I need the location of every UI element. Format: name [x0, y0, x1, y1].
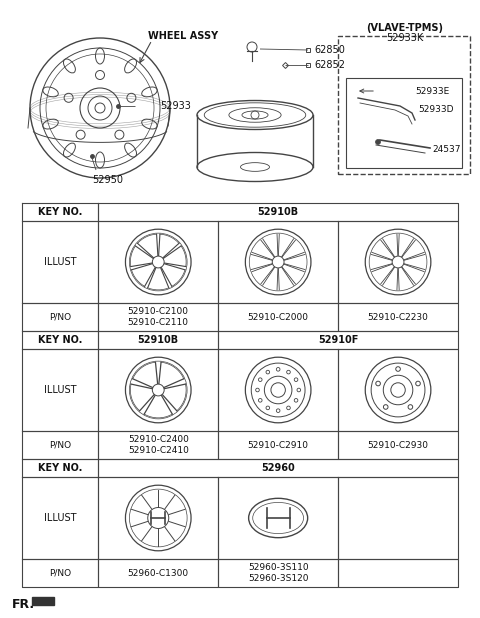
Text: 52910F: 52910F — [318, 335, 358, 345]
Text: 52933: 52933 — [160, 101, 191, 111]
Bar — [338, 36, 470, 174]
Text: 52910-C2100
52910-C2110: 52910-C2100 52910-C2110 — [128, 307, 189, 327]
Text: KEY NO.: KEY NO. — [38, 207, 83, 217]
Text: 52910B: 52910B — [138, 335, 179, 345]
Text: P/NO: P/NO — [49, 569, 71, 577]
Text: 52960-3S110
52960-3S120: 52960-3S110 52960-3S120 — [248, 563, 309, 583]
Text: 52910-C2930: 52910-C2930 — [368, 441, 429, 449]
Text: 62850: 62850 — [314, 45, 345, 55]
Text: 52910-C2230: 52910-C2230 — [368, 313, 429, 321]
Text: (VLAVE-TPMS): (VLAVE-TPMS) — [367, 23, 444, 33]
Text: 52933K: 52933K — [386, 33, 424, 43]
Text: KEY NO.: KEY NO. — [38, 463, 83, 473]
Text: 24537: 24537 — [432, 145, 460, 154]
Text: 52933D: 52933D — [418, 106, 454, 114]
Text: 52910-C2910: 52910-C2910 — [248, 441, 309, 449]
Polygon shape — [32, 597, 54, 605]
Text: KEY NO.: KEY NO. — [38, 335, 83, 345]
Text: 52910B: 52910B — [258, 207, 299, 217]
Text: P/NO: P/NO — [49, 441, 71, 449]
Text: 52933E: 52933E — [415, 87, 449, 96]
Text: 52960-C1300: 52960-C1300 — [128, 569, 189, 577]
Text: 52910-C2000: 52910-C2000 — [248, 313, 309, 321]
Text: 62852: 62852 — [314, 60, 345, 70]
Text: WHEEL ASSY: WHEEL ASSY — [148, 31, 218, 41]
Text: ILLUST: ILLUST — [44, 385, 76, 395]
Bar — [346, 78, 462, 168]
Text: ILLUST: ILLUST — [44, 257, 76, 267]
Circle shape — [375, 140, 381, 145]
Text: 52910-C2400
52910-C2410: 52910-C2400 52910-C2410 — [128, 435, 189, 455]
Text: ILLUST: ILLUST — [44, 513, 76, 523]
Text: P/NO: P/NO — [49, 313, 71, 321]
Text: FR.: FR. — [12, 598, 35, 611]
Text: 52950: 52950 — [93, 175, 123, 185]
Text: 52960: 52960 — [261, 463, 295, 473]
